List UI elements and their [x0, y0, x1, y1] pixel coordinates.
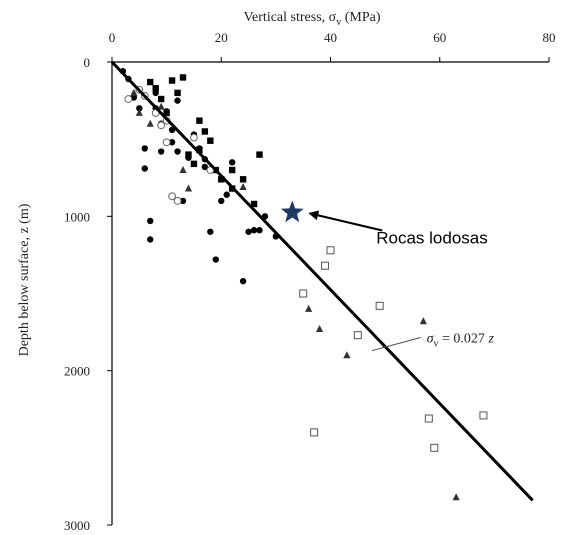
point-open-square: [326, 246, 335, 255]
trend-label-eq: = 0.027: [439, 331, 489, 346]
point-open-circle: [124, 95, 133, 103]
point-filled-circle: [223, 191, 230, 198]
point-filled-square: [207, 137, 214, 144]
point-filled-circle: [239, 277, 247, 285]
trend-label-sub: v: [434, 338, 439, 349]
trend-label-symbol: σ: [427, 331, 435, 346]
x-tick-label: 40: [324, 30, 337, 45]
x-axis-title: Vertical stress, σv (MPa): [244, 10, 381, 28]
point-filled-triangle: [239, 183, 247, 191]
point-filled-circle: [218, 197, 225, 205]
point-filled-square: [228, 166, 236, 174]
point-filled-square: [201, 128, 209, 135]
data-points: [119, 68, 488, 501]
y-axis-title: Depth below surface, z (m): [17, 203, 32, 356]
y-tick-label: 0: [84, 55, 91, 70]
point-open-circle: [168, 192, 176, 201]
point-filled-triangle: [343, 351, 351, 359]
point-filled-circle: [179, 197, 187, 205]
x-axis-label: Vertical stress, σ: [244, 10, 337, 25]
point-open-square: [310, 428, 319, 437]
highlight-star-icon: [280, 200, 304, 223]
point-filled-circle: [228, 159, 236, 166]
x-tick-label: 0: [109, 30, 116, 45]
point-filled-circle: [174, 148, 181, 155]
trend-equation-label: σv = 0.027 z: [427, 331, 495, 349]
point-filled-circle: [141, 145, 148, 152]
point-filled-square: [256, 151, 263, 158]
point-open-circle: [162, 138, 171, 147]
x-axis-label-unit: (MPa): [341, 10, 381, 25]
point-filled-triangle: [184, 184, 193, 192]
point-filled-square: [179, 74, 187, 81]
highlight-arrow: [308, 210, 383, 232]
trend-label-leader: [371, 337, 421, 352]
point-filled-square: [157, 95, 165, 103]
point-filled-triangle: [179, 166, 187, 174]
point-filled-square: [239, 176, 247, 183]
point-open-square: [430, 443, 439, 452]
point-filled-square: [196, 146, 203, 154]
point-filled-triangle: [146, 119, 154, 127]
point-open-circle: [157, 121, 166, 130]
point-open-square: [321, 261, 330, 270]
point-filled-circle: [141, 165, 148, 172]
x-tick-label: 80: [543, 30, 556, 45]
point-filled-circle: [245, 228, 252, 235]
point-open-circle: [190, 133, 198, 142]
point-filled-square: [168, 77, 176, 84]
point-filled-circle: [136, 105, 143, 112]
point-open-square: [479, 411, 488, 420]
y-tick-label: 1000: [64, 209, 90, 224]
point-filled-square: [174, 89, 181, 97]
point-filled-circle: [250, 227, 258, 234]
point-filled-square: [163, 109, 170, 117]
x-tick-label: 60: [433, 30, 446, 45]
point-filled-square: [147, 78, 154, 86]
y-tick-label: 2000: [64, 364, 90, 379]
tick-labels: 0 20 40 60 80 0 1000 2000 3000: [64, 30, 556, 533]
point-filled-square: [218, 176, 225, 183]
point-open-square: [353, 331, 362, 340]
point-open-square: [299, 289, 308, 298]
highlight-group: Rocas lodosas: [280, 200, 488, 247]
point-open-square: [375, 301, 384, 310]
point-filled-circle: [256, 227, 263, 234]
trend-line-group: σv = 0.027 z: [110, 60, 534, 502]
point-filled-square: [185, 151, 192, 158]
axes: [107, 57, 550, 526]
point-filled-circle: [157, 148, 165, 155]
point-filled-square: [196, 117, 203, 124]
point-filled-circle: [201, 163, 209, 171]
point-filled-triangle: [315, 324, 324, 332]
x-axis-label-sub: v: [336, 17, 341, 28]
point-filled-triangle: [419, 317, 427, 325]
y-tick-label: 3000: [64, 518, 90, 533]
point-filled-triangle: [452, 493, 460, 501]
point-open-square: [424, 414, 433, 423]
point-filled-circle: [207, 228, 214, 235]
point-filled-circle: [168, 139, 176, 146]
trend-label-var: z: [487, 331, 494, 346]
point-filled-square: [250, 200, 258, 208]
trend-line: [110, 60, 534, 502]
highlight-label: Rocas lodosas: [376, 228, 488, 247]
point-filled-triangle: [305, 304, 313, 312]
point-filled-square: [152, 85, 159, 92]
x-tick-label: 20: [215, 30, 228, 45]
point-filled-triangle: [135, 108, 143, 116]
point-filled-circle: [212, 256, 219, 263]
point-filled-circle: [174, 97, 181, 104]
point-filled-triangle: [130, 88, 138, 96]
point-filled-circle: [147, 217, 154, 225]
point-filled-triangle: [157, 102, 165, 110]
point-filled-square: [190, 160, 198, 168]
point-filled-circle: [147, 236, 154, 243]
point-open-circle: [173, 197, 182, 205]
